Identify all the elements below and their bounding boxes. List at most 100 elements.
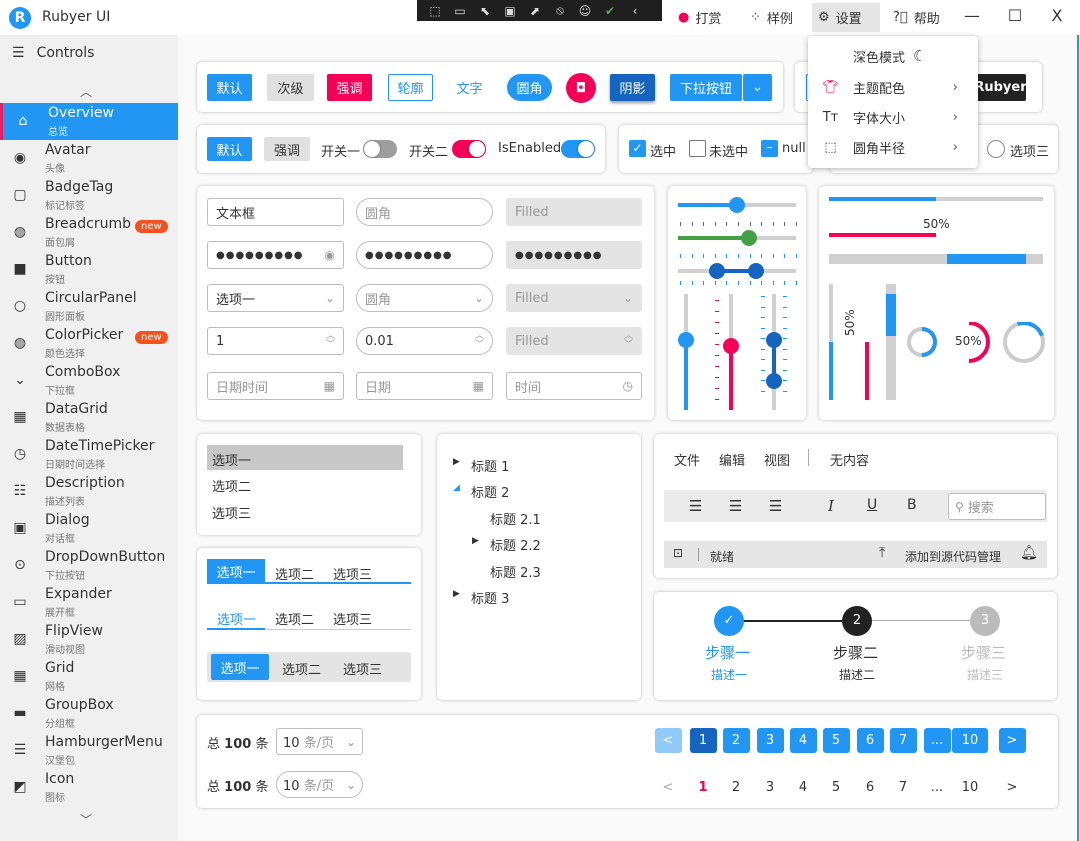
tab-option2[interactable]: 选项二	[275, 613, 315, 628]
sidebar-item-flipview[interactable]: ▨ FlipView 滑动视图	[0, 621, 178, 658]
tab-option3[interactable]: 选项三	[343, 663, 383, 678]
tree-item[interactable]: 标题 1	[471, 460, 510, 475]
select-element-icon[interactable]: ⬚	[429, 3, 441, 18]
upload-icon[interactable]: ⤒	[879, 545, 886, 561]
page-link-5[interactable]: 5	[831, 780, 841, 795]
menu-dark-mode[interactable]: 深色模式 ☾	[808, 41, 978, 71]
icon-button[interactable]: ◘	[566, 73, 596, 103]
bold-icon[interactable]: B	[907, 497, 917, 513]
filled-password-input[interactable]: ●●●●●●●●●	[506, 241, 642, 269]
step-check-icon[interactable]: ✓	[714, 606, 744, 636]
spinner-icon[interactable]: ︿ ﹀	[325, 331, 335, 350]
tab-option1[interactable]: 选项一	[217, 613, 257, 628]
shadow-button[interactable]: 阴影	[610, 74, 655, 101]
hot-reload-icon[interactable]: ⦸	[556, 3, 564, 17]
password-input[interactable]: ●●●●●●●●● ◉	[207, 241, 344, 269]
list-item[interactable]: 选项三	[212, 507, 252, 522]
page-size-select[interactable]: 10 条/页 ⌄	[276, 728, 363, 755]
page-button-5[interactable]: 5	[822, 728, 850, 753]
enabled-toggle[interactable]	[561, 140, 595, 158]
italic-icon[interactable]: I	[828, 497, 834, 515]
text-input[interactable]: 文本框	[207, 198, 344, 226]
sidebar-item-datetimepicker[interactable]: ◷ DateTimePicker 日期时间选择	[0, 436, 178, 473]
sidebar-item-grid[interactable]: ▦ Grid 网格	[0, 658, 178, 695]
menu-font-size[interactable]: Tт 字体大小 ›	[808, 102, 978, 132]
sidebar-item-expander[interactable]: ▭ Expander 展开框	[0, 584, 178, 621]
sidebar-item-groupbox[interactable]: ▬ GroupBox 分组框	[0, 695, 178, 732]
close-button[interactable]: X	[1051, 6, 1063, 25]
page-button-2[interactable]: 2	[722, 728, 750, 753]
date-picker[interactable]: 日期 ▦	[356, 372, 493, 400]
pointer-select-icon[interactable]: ⬈	[529, 3, 541, 18]
rounded-numeric-input[interactable]: 0.01 ︿ ﹀	[356, 327, 493, 355]
source-control-button[interactable]: 添加到源代码管理	[905, 550, 1002, 564]
dropdown-button[interactable]: 下拉按钮	[670, 74, 742, 101]
tree-item[interactable]: 标题 3	[471, 592, 510, 607]
step-2-circle[interactable]: 2	[842, 606, 872, 636]
sidebar-item-icon[interactable]: ◩ Icon 图标	[0, 769, 178, 806]
collapse-icon[interactable]: ‹	[632, 3, 638, 18]
rounded-text-input[interactable]: 圆角	[356, 198, 493, 226]
tab-option1[interactable]: 选项一	[207, 559, 265, 583]
vslider-1-thumb[interactable]	[678, 332, 694, 349]
menu-no-content[interactable]: 无内容	[830, 454, 870, 469]
tree-item[interactable]: 标题 2	[471, 486, 510, 501]
help-button[interactable]: ?⃝ 帮助	[887, 3, 946, 32]
sidebar-item-avatar[interactable]: ◉ Avatar 头像	[0, 140, 178, 177]
accent-small-button[interactable]: 强调	[264, 137, 310, 161]
calendar-icon[interactable]: ▦	[472, 379, 484, 393]
display-layout-icon[interactable]: ▭	[454, 3, 466, 18]
rubyer-button[interactable]: Rubyer	[974, 74, 1027, 101]
page-link-ellipsis[interactable]: ...	[930, 780, 944, 795]
terminal-icon[interactable]: ⊡	[673, 546, 684, 560]
search-input[interactable]: ⚲ 搜索	[948, 493, 1046, 520]
tree-item[interactable]: 标题 2.1	[490, 513, 541, 528]
page-button-4[interactable]: 4	[789, 728, 817, 753]
sidebar-item-overview[interactable]: ⌂ Overview 总览	[0, 103, 178, 140]
dropdown-chevron-icon[interactable]: ⌄	[743, 74, 772, 101]
sidebar-item-breadcrumb[interactable]: ◍ Breadcrumb 面包屑 new	[0, 214, 178, 251]
page-link-1[interactable]: 1	[698, 780, 708, 795]
sidebar-item-circularpanel[interactable]: ○ CircularPanel 圆形面板	[0, 288, 178, 325]
tab-option2[interactable]: 选项二	[282, 663, 322, 678]
page-link-next[interactable]: >	[1006, 780, 1018, 795]
tab-option1[interactable]: 选项一	[211, 654, 269, 680]
calendar-icon[interactable]: ▦	[323, 379, 335, 393]
pointer-icon[interactable]: ⬉	[479, 3, 491, 18]
page-button-6[interactable]: 6	[856, 728, 884, 753]
slider-1-thumb[interactable]	[729, 197, 745, 213]
sidebar-item-colorpicker[interactable]: ◍ ColorPicker 颜色选择 new	[0, 325, 178, 362]
page-button-3[interactable]: 3	[756, 728, 784, 753]
menu-theme-color[interactable]: 👕︎ 主题配色 ›	[808, 72, 978, 102]
switch2-toggle[interactable]	[452, 140, 486, 158]
align-left-icon[interactable]: ☰	[689, 497, 703, 515]
page-link-10[interactable]: 10	[961, 780, 979, 795]
slider-2-thumb[interactable]	[740, 230, 757, 246]
samples-button[interactable]: ⁘ 样例	[744, 3, 799, 32]
tab-option3[interactable]: 选项三	[333, 568, 373, 583]
sidebar-item-hamburgermenu[interactable]: ☰ HamburgerMenu 汉堡包	[0, 732, 178, 769]
page-button-10[interactable]: 10	[952, 728, 988, 753]
switch1-toggle[interactable]	[363, 140, 397, 158]
vrange-thumb[interactable]	[766, 373, 782, 389]
numeric-input[interactable]: 1 ︿ ﹀	[207, 327, 344, 355]
range-slider-thumb[interactable]	[708, 263, 725, 279]
reward-button[interactable]: ● 打赏	[672, 3, 727, 32]
default-small-button[interactable]: 默认	[207, 137, 252, 161]
sidebar-item-dialog[interactable]: ▣ Dialog 对话框	[0, 510, 178, 547]
align-right-icon[interactable]: ☰	[769, 497, 783, 515]
checked-checkbox[interactable]: ✓	[629, 140, 646, 157]
tab-option3[interactable]: 选项三	[333, 613, 373, 628]
align-center-icon[interactable]: ☰	[729, 497, 743, 515]
page-link-3[interactable]: 3	[765, 780, 775, 795]
datetime-picker[interactable]: 日期时间 ▦	[207, 372, 344, 400]
menu-file[interactable]: 文件	[674, 454, 701, 469]
sidebar-item-combobox[interactable]: ⌄ ComboBox 下拉框	[0, 362, 178, 399]
expand-arrow-icon[interactable]: ▶	[453, 589, 460, 599]
sidebar-item-button[interactable]: ■ Button 按钮	[0, 251, 178, 288]
controls-header[interactable]: ☰ Controls	[12, 45, 94, 61]
combobox[interactable]: 选项一 ⌄	[207, 284, 344, 312]
underline-icon[interactable]: U	[867, 497, 878, 513]
page-button-7[interactable]: 7	[889, 728, 917, 753]
range-slider-thumb[interactable]	[747, 263, 764, 279]
